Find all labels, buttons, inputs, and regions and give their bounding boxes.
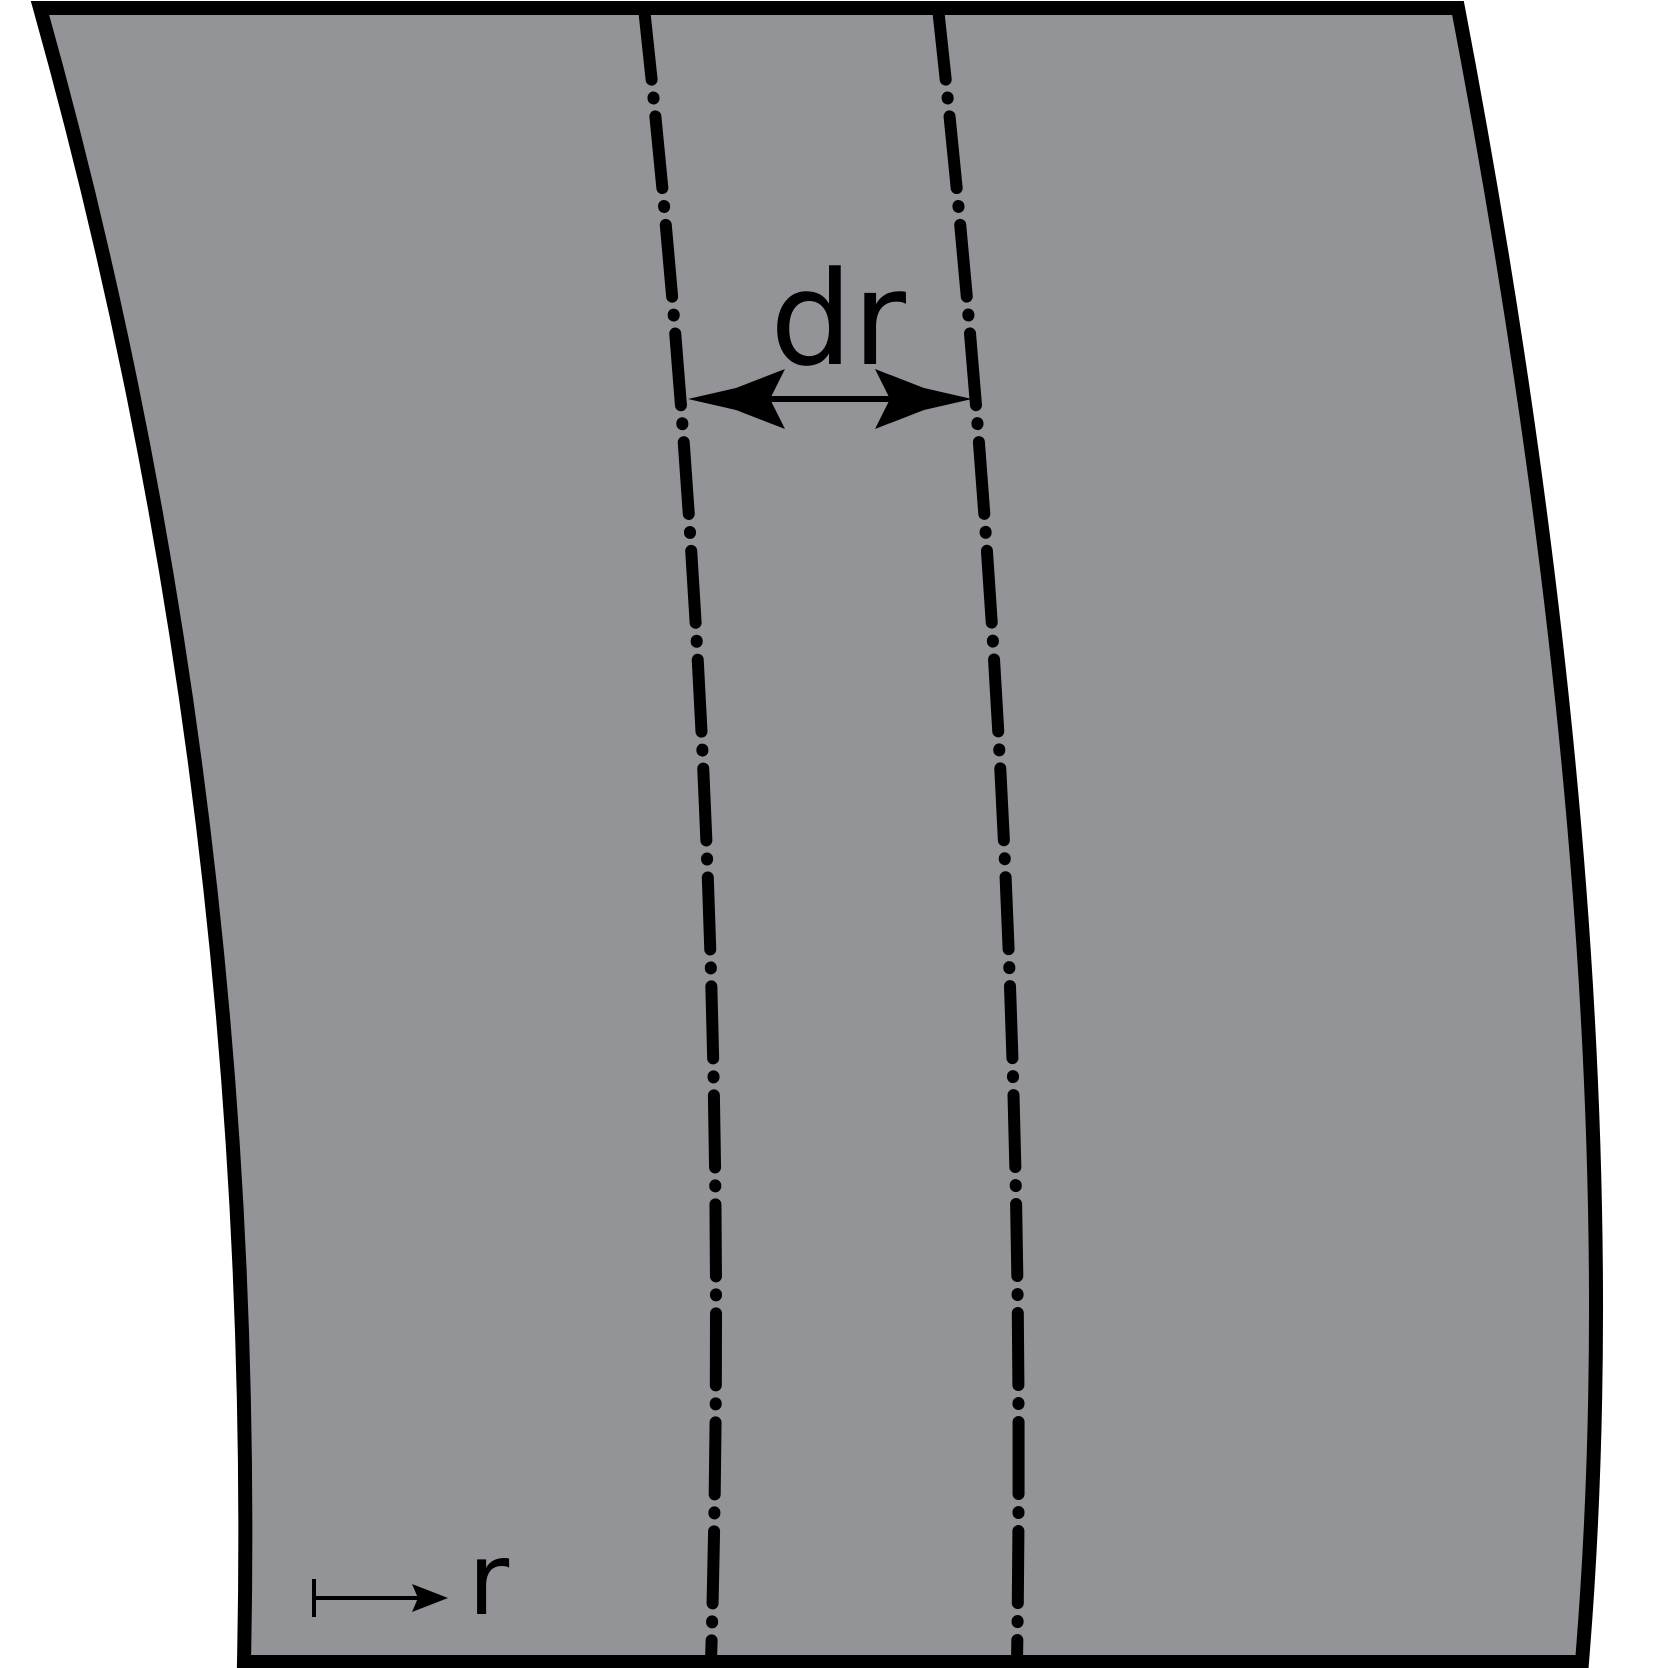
radial-arrow-head — [412, 1584, 448, 1612]
width-label: dr — [770, 243, 907, 395]
arrow-head-left — [688, 369, 785, 429]
inner-boundary-right — [932, 2, 1025, 1668]
width-dimension-arrow — [688, 369, 972, 429]
curved-band — [30, 0, 1604, 1668]
radial-label: r — [468, 1521, 510, 1638]
inner-boundary-left — [638, 2, 722, 1668]
radial-direction-arrow — [312, 1579, 448, 1617]
arrow-head-right — [875, 369, 972, 429]
